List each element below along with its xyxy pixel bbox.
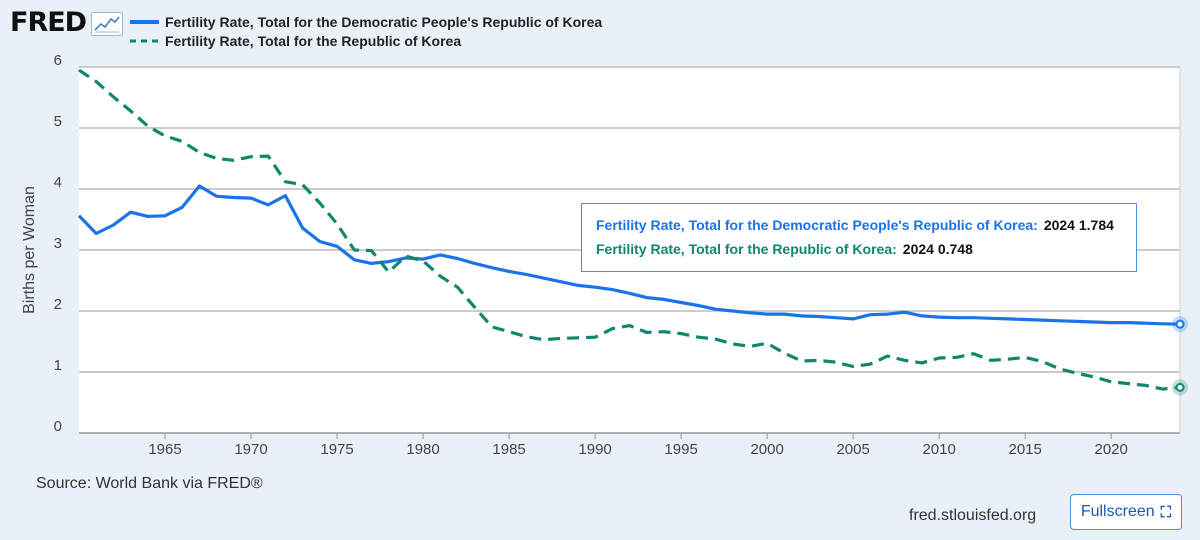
tooltip-label-rok: Fertility Rate, Total for the Republic o… xyxy=(596,241,897,257)
site-link[interactable]: fred.stlouisfed.org xyxy=(909,507,1037,524)
legend-item-dprk[interactable]: Fertility Rate, Total for the Democratic… xyxy=(130,13,602,31)
y-tick-label: 6 xyxy=(54,52,62,69)
chart-header: FRED Fertility Rate, Total for the Democ… xyxy=(0,0,1200,58)
y-tick-label: 3 xyxy=(54,235,62,252)
y-tick-label: 0 xyxy=(54,418,62,435)
legend-item-rok[interactable]: Fertility Rate, Total for the Republic o… xyxy=(130,32,461,50)
legend-swatch-rok xyxy=(130,39,159,43)
legend-label-dprk: Fertility Rate, Total for the Democratic… xyxy=(165,14,603,30)
y-tick-label: 2 xyxy=(54,296,62,313)
end-markers xyxy=(1172,316,1188,396)
fullscreen-button[interactable]: Fullscreen ⛶ xyxy=(1070,494,1182,530)
x-tick-label: 1985 xyxy=(492,441,525,458)
fred-logo[interactable]: FRED xyxy=(10,7,87,38)
y-axis-title: Births per Woman xyxy=(21,186,38,314)
grid-lines xyxy=(79,66,1181,434)
legend-swatch-dprk xyxy=(130,20,159,24)
x-tick-label: 2010 xyxy=(922,441,955,458)
x-tick-label: 1995 xyxy=(664,441,697,458)
line-chart-icon xyxy=(91,12,123,36)
y-axis-ticks: 0 1 2 3 4 5 6 xyxy=(54,52,62,435)
series-line-rok xyxy=(78,68,1181,391)
tooltip-value-dprk: 2024 1.784 xyxy=(1043,217,1114,233)
y-tick-label: 4 xyxy=(54,174,62,191)
source-note: Source: World Bank via FRED® xyxy=(36,475,263,492)
end-marker-dprk[interactable] xyxy=(1175,319,1185,329)
x-tick-label: 2000 xyxy=(750,441,783,458)
tooltip-value-rok: 2024 0.748 xyxy=(902,241,973,257)
y-tick-label: 1 xyxy=(54,357,62,374)
y-tick-label: 5 xyxy=(54,113,62,130)
tooltip: Fertility Rate, Total for the Democratic… xyxy=(581,203,1137,272)
legend-label-rok: Fertility Rate, Total for the Republic o… xyxy=(165,33,462,49)
series-line-dprk xyxy=(77,184,1181,326)
x-axis-ticks: 1965 1970 1975 1980 1985 1990 1995 2000 2005 2010… xyxy=(148,433,1128,458)
tooltip-line-rok: Fertility Rate, Total for the Republic o… xyxy=(596,241,1136,265)
x-tick-label: 1980 xyxy=(406,441,439,458)
x-tick-label: 2005 xyxy=(836,441,869,458)
x-tick-label: 1975 xyxy=(320,441,353,458)
tooltip-line-dprk: Fertility Rate, Total for the Democratic… xyxy=(596,217,1136,241)
tooltip-label-dprk: Fertility Rate, Total for the Democratic… xyxy=(596,217,1038,233)
x-tick-label: 2015 xyxy=(1008,441,1041,458)
x-tick-label: 1965 xyxy=(148,441,181,458)
x-tick-label: 1990 xyxy=(578,441,611,458)
expand-icon: ⛶ xyxy=(1160,503,1172,521)
x-tick-label: 2020 xyxy=(1095,441,1128,458)
x-tick-label: 1970 xyxy=(234,441,267,458)
end-marker-rok[interactable] xyxy=(1175,382,1185,392)
series-lines xyxy=(77,68,1181,391)
fullscreen-label: Fullscreen xyxy=(1080,503,1155,520)
